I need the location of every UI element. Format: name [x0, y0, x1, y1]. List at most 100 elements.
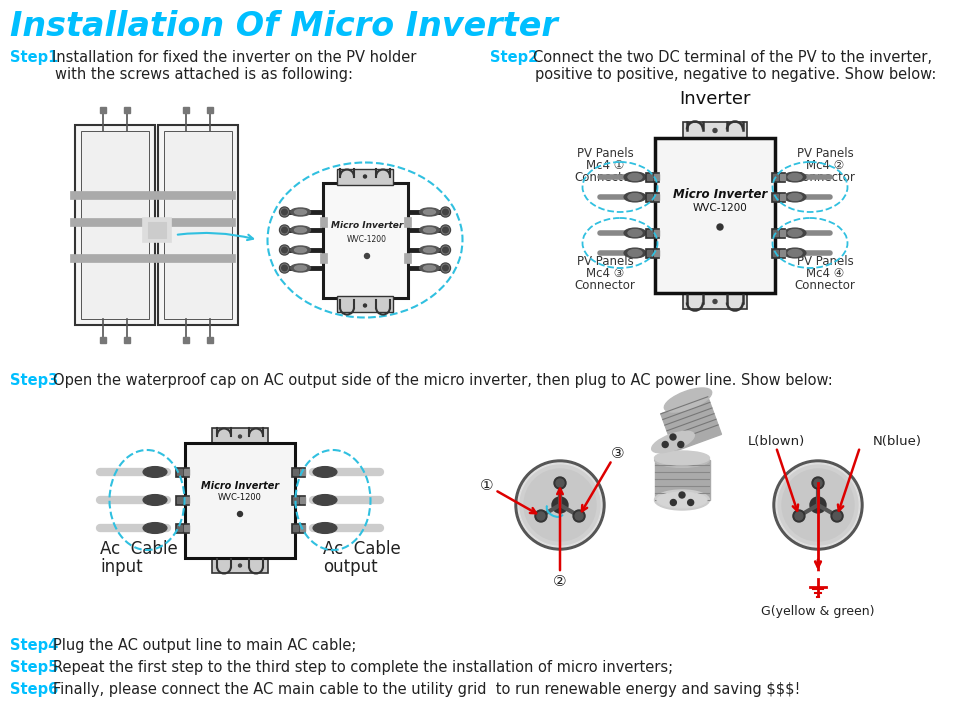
Circle shape: [573, 510, 585, 522]
Text: Finally, please connect the AC main cable to the utility grid  to run renewable : Finally, please connect the AC main cabl…: [53, 682, 800, 697]
Text: Step4: Step4: [10, 638, 58, 653]
Text: G(yellow & green): G(yellow & green): [761, 605, 874, 618]
Ellipse shape: [420, 246, 439, 254]
Polygon shape: [661, 397, 722, 451]
Bar: [645, 172, 659, 182]
Ellipse shape: [290, 226, 311, 234]
Text: Mc4 ②: Mc4 ②: [806, 159, 844, 172]
Text: Connector: Connector: [794, 171, 855, 184]
Bar: [645, 248, 659, 258]
Ellipse shape: [624, 172, 646, 182]
Bar: [212, 556, 268, 572]
Text: Step5: Step5: [10, 660, 58, 675]
Circle shape: [782, 469, 854, 541]
Circle shape: [280, 263, 290, 273]
Circle shape: [717, 224, 723, 230]
Bar: [647, 230, 652, 236]
Bar: [645, 192, 659, 202]
Bar: [771, 228, 785, 238]
Ellipse shape: [628, 194, 642, 200]
Ellipse shape: [657, 492, 707, 508]
Ellipse shape: [420, 226, 439, 234]
Ellipse shape: [143, 467, 167, 477]
Text: Mc4 ③: Mc4 ③: [586, 267, 624, 280]
Text: WVC-1200: WVC-1200: [347, 235, 387, 243]
Bar: [645, 228, 659, 238]
Bar: [293, 497, 298, 503]
Circle shape: [556, 479, 564, 487]
Ellipse shape: [294, 248, 307, 253]
Ellipse shape: [420, 208, 439, 216]
Circle shape: [440, 263, 451, 273]
Circle shape: [793, 510, 805, 522]
Ellipse shape: [788, 230, 802, 236]
Circle shape: [662, 441, 668, 448]
Bar: [183, 337, 189, 343]
Bar: [319, 217, 326, 227]
Ellipse shape: [294, 266, 307, 271]
Circle shape: [238, 564, 241, 567]
Circle shape: [776, 463, 860, 547]
Text: Step3: Step3: [10, 373, 58, 388]
Bar: [780, 194, 785, 200]
Bar: [654, 230, 659, 236]
Text: WVC-1200: WVC-1200: [218, 493, 262, 503]
Circle shape: [520, 465, 600, 545]
Bar: [175, 467, 189, 477]
Text: Micro Inverter: Micro Inverter: [201, 481, 279, 491]
Text: WVC-1200: WVC-1200: [693, 203, 747, 213]
Ellipse shape: [784, 172, 806, 182]
Text: Connect the two DC terminal of the PV to the inverter,: Connect the two DC terminal of the PV to…: [533, 50, 932, 65]
Ellipse shape: [424, 210, 435, 215]
Circle shape: [670, 434, 676, 440]
Bar: [771, 192, 785, 202]
Circle shape: [537, 512, 545, 520]
Text: Connector: Connector: [574, 279, 635, 292]
Bar: [177, 497, 182, 503]
Text: PV Panels: PV Panels: [577, 147, 633, 160]
Bar: [184, 497, 189, 503]
Circle shape: [364, 304, 367, 307]
Text: Step2: Step2: [490, 50, 538, 65]
Bar: [291, 467, 305, 477]
Bar: [124, 337, 130, 343]
Ellipse shape: [654, 490, 709, 510]
Circle shape: [679, 492, 685, 498]
Bar: [81, 131, 149, 319]
Text: Micro Inverter: Micro Inverter: [331, 222, 403, 230]
FancyBboxPatch shape: [322, 182, 407, 297]
Circle shape: [575, 512, 583, 520]
Text: PV Panels: PV Panels: [577, 255, 633, 268]
Bar: [647, 250, 652, 256]
Circle shape: [833, 512, 841, 520]
Circle shape: [812, 477, 824, 489]
Text: ①: ①: [481, 477, 494, 492]
Circle shape: [518, 463, 602, 547]
Bar: [780, 250, 785, 256]
Bar: [70, 254, 235, 262]
Bar: [647, 174, 652, 180]
Ellipse shape: [313, 523, 337, 534]
Bar: [177, 525, 182, 531]
Bar: [164, 131, 232, 319]
Text: Installation Of Micro Inverter: Installation Of Micro Inverter: [10, 10, 558, 43]
Bar: [683, 290, 747, 308]
Bar: [183, 107, 189, 113]
Ellipse shape: [784, 228, 806, 238]
Bar: [184, 525, 189, 531]
Bar: [773, 230, 778, 236]
Text: Plug the AC output line to main AC cable;: Plug the AC output line to main AC cable…: [53, 638, 356, 653]
Ellipse shape: [788, 174, 802, 181]
Circle shape: [364, 175, 367, 178]
Bar: [212, 428, 268, 444]
Ellipse shape: [290, 264, 311, 272]
Circle shape: [810, 497, 826, 513]
Text: Step1: Step1: [10, 50, 58, 65]
Ellipse shape: [294, 228, 307, 233]
Circle shape: [677, 441, 684, 448]
Circle shape: [440, 207, 451, 217]
Text: Inverter: Inverter: [679, 90, 751, 108]
Bar: [177, 469, 182, 475]
Bar: [773, 174, 778, 180]
FancyBboxPatch shape: [337, 295, 393, 312]
